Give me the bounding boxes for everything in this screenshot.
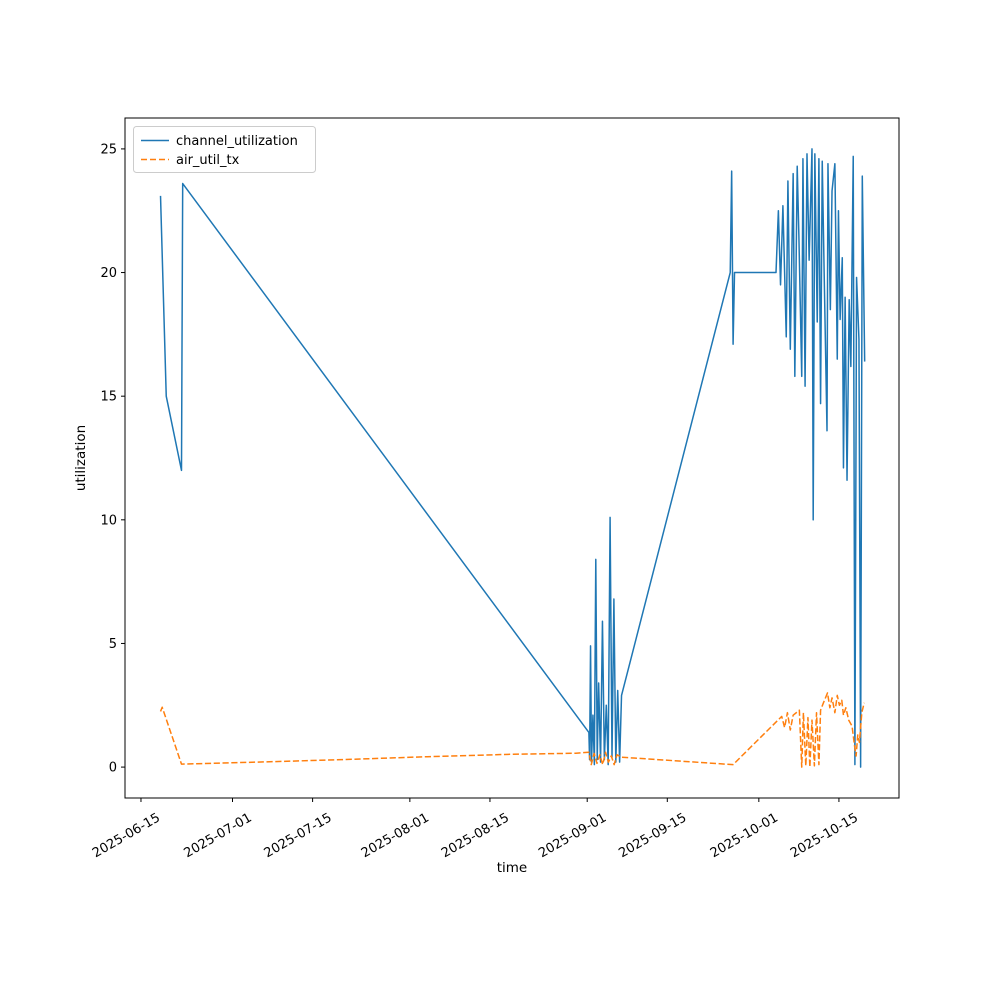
x-tick-label: 2025-08-15	[439, 810, 512, 861]
x-tick-label: 2025-06-15	[90, 810, 163, 861]
x-tick-label: 2025-10-15	[788, 810, 861, 861]
y-tick-label: 15	[100, 390, 117, 405]
legend-label-channel-utilization: channel_utilization	[176, 134, 298, 149]
legend: channel_utilization air_util_tx	[133, 126, 316, 173]
y-tick-label: 25	[100, 142, 117, 157]
y-tick-label: 5	[109, 637, 117, 652]
y-tick-label: 10	[100, 513, 117, 528]
series-line-channel_utilization	[159, 148, 866, 768]
legend-box	[133, 126, 316, 173]
x-tick-label: 2025-07-15	[262, 810, 335, 861]
legend-label-air-util-tx: air_util_tx	[176, 153, 240, 168]
x-axis-label: time	[497, 860, 528, 876]
series-layer	[159, 148, 866, 768]
x-tick-label: 2025-08-01	[359, 810, 432, 861]
x-tick-label: 2025-09-15	[616, 810, 689, 861]
x-tick-label: 2025-10-01	[708, 810, 781, 861]
series-line-air_util_tx	[159, 692, 865, 768]
x-tick-label: 2025-07-01	[182, 810, 255, 861]
y-tick-label: 0	[109, 761, 117, 776]
x-tick-label: 2025-09-01	[536, 810, 609, 861]
y-tick-label: 20	[100, 266, 117, 281]
plot-frame	[124, 117, 900, 799]
y-axis-label: utilization	[73, 425, 89, 491]
